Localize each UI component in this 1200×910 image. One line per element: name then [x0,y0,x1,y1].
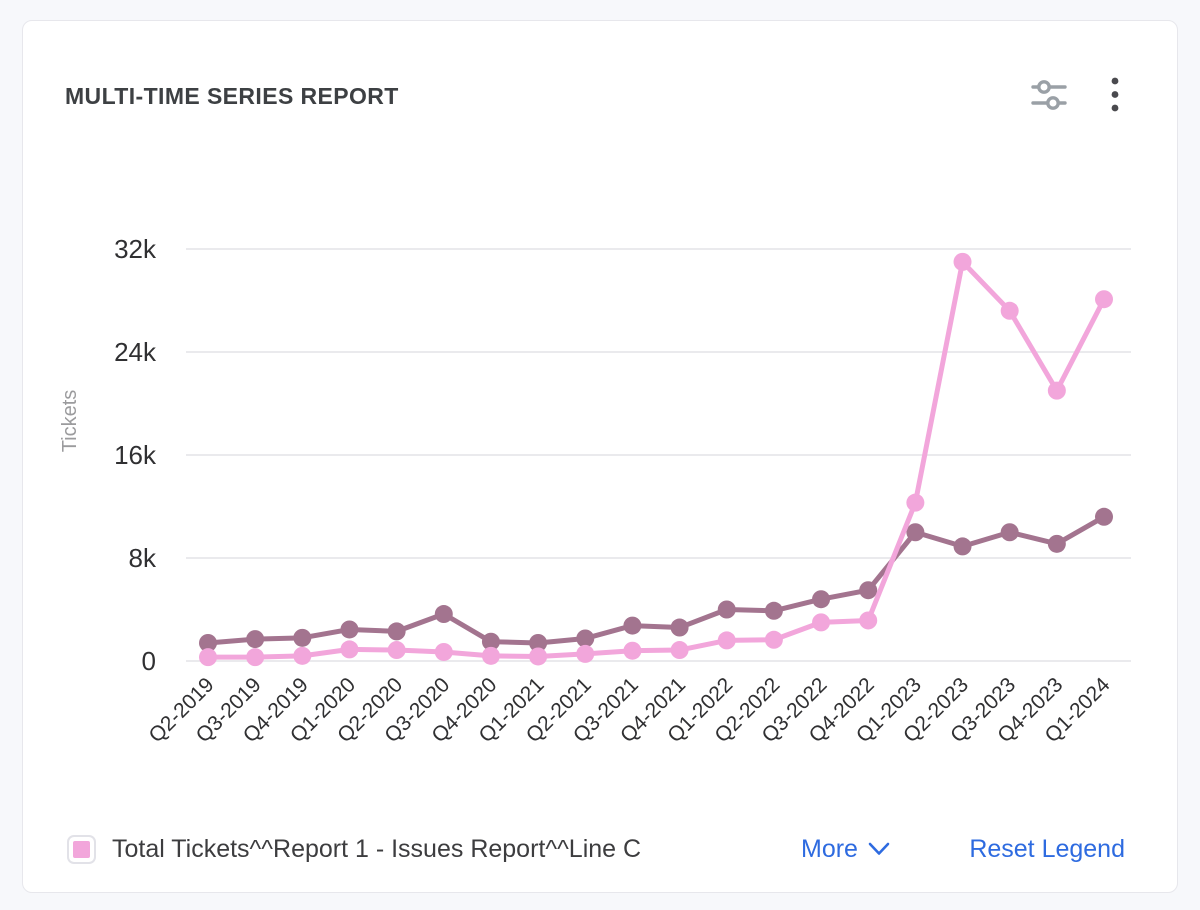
kebab-menu-icon [1111,77,1119,112]
data-point[interactable] [764,630,783,649]
legend-swatch [73,840,90,858]
chevron-down-icon [868,842,890,855]
y-axis-tick-label: 8k [129,543,157,573]
data-point[interactable] [859,581,878,600]
data-point[interactable] [812,590,831,609]
data-point[interactable] [1047,534,1066,553]
y-axis-tick-label: 32k [114,234,157,264]
data-point[interactable] [246,648,265,667]
y-axis-tick-label: 0 [142,646,156,676]
data-point[interactable] [387,622,406,641]
data-point[interactable] [481,646,500,665]
data-point[interactable] [199,648,217,667]
filter-settings-button[interactable] [1029,73,1069,117]
data-point[interactable] [1095,290,1113,309]
data-point[interactable] [623,616,642,635]
legend-item-total-tickets[interactable]: Total Tickets^^Report 1 - Issues Report^… [67,834,642,864]
data-point[interactable] [670,618,689,637]
legend-more-label: More [801,834,858,863]
data-point[interactable] [199,633,217,652]
data-point[interactable] [1095,507,1113,526]
data-point[interactable] [340,640,359,659]
data-point[interactable] [953,537,972,556]
data-point[interactable] [859,611,878,630]
data-point[interactable] [717,631,736,650]
more-options-button[interactable] [1095,73,1135,117]
y-axis-title: Tickets [59,390,81,453]
data-point[interactable] [293,646,312,665]
data-point[interactable] [246,630,265,649]
data-point[interactable] [387,641,406,660]
data-point[interactable] [812,613,831,632]
data-point[interactable] [623,641,642,660]
data-point[interactable] [529,633,548,652]
data-point[interactable] [906,523,925,542]
card-header-actions [1029,73,1135,117]
data-point[interactable] [1000,301,1019,320]
data-point[interactable] [434,642,453,661]
data-point[interactable] [434,605,453,624]
line-chart[interactable]: 08k16k24k32kTicketsQ2-2019Q3-2019Q4-2019… [23,21,1179,806]
data-point[interactable] [953,252,972,271]
data-point[interactable] [576,629,595,648]
legend-item-label: Total Tickets^^Report 1 - Issues Report^… [112,834,642,863]
data-point[interactable] [1000,523,1019,542]
data-point[interactable] [670,641,689,660]
legend-checkbox[interactable] [67,834,96,864]
data-point[interactable] [764,601,783,620]
data-point[interactable] [293,628,312,647]
chart-legend: Total Tickets^^Report 1 - Issues Report^… [67,829,1137,869]
report-card: MULTI-TIME SERIES REPORT 0 8k 1 [22,20,1178,893]
series-line-2[interactable] [205,259,1107,660]
sliders-icon [1031,80,1067,110]
data-point[interactable] [481,632,500,651]
data-point[interactable] [529,647,548,666]
y-axis-tick-label: 16k [114,440,157,470]
reset-legend-button[interactable]: Reset Legend [969,834,1125,863]
y-axis-tick-label: 24k [114,337,157,367]
data-point[interactable] [576,644,595,663]
data-point[interactable] [906,493,925,512]
page-title: MULTI-TIME SERIES REPORT [65,83,399,109]
data-point[interactable] [1047,381,1066,400]
data-point[interactable] [717,600,736,619]
legend-more-button[interactable]: More [801,835,890,864]
data-point[interactable] [340,620,359,639]
